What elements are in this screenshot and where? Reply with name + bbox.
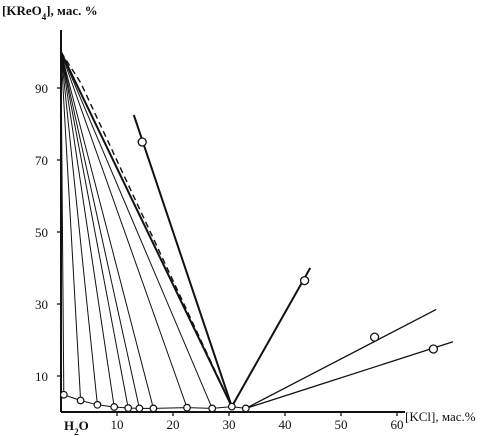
ray-line xyxy=(132,114,233,407)
tie-line xyxy=(60,51,98,405)
tie-line xyxy=(60,51,188,408)
x-axis-label: [KCl], мас.% xyxy=(405,409,476,424)
solubility-point xyxy=(93,400,102,409)
solubility-point xyxy=(76,396,85,405)
chart-labels: 10 20 30 40 50 60 10 30 50 70 90 [KReO4], мас. % [KC… xyxy=(2,3,476,436)
ray-point xyxy=(369,332,380,342)
heavy-tie-line xyxy=(60,51,233,408)
tie-line xyxy=(60,51,82,401)
y-axis-label: [KReO4], мас. % xyxy=(2,3,98,22)
y-tick-label: 10 xyxy=(35,369,48,384)
y-tick-label: 30 xyxy=(35,297,48,312)
chart-axes xyxy=(57,30,405,416)
x-tick-label: 20 xyxy=(167,417,180,432)
tie-line xyxy=(60,51,154,409)
tie-line xyxy=(60,51,140,409)
ray-line xyxy=(230,267,312,408)
tie-line xyxy=(60,51,115,408)
chart-lines xyxy=(60,51,454,410)
tie-line xyxy=(60,51,129,409)
solubility-point xyxy=(110,403,119,411)
solubility-point xyxy=(208,404,217,413)
ray-point xyxy=(428,344,439,354)
ray-point xyxy=(299,275,310,286)
ray-line xyxy=(245,341,454,410)
solubility-point xyxy=(59,390,68,399)
dashed-tie-line xyxy=(60,51,233,407)
x-tick-label: 40 xyxy=(279,417,292,432)
solubility-point xyxy=(183,403,191,412)
ray-point xyxy=(137,137,147,147)
origin-label: H2O xyxy=(64,418,89,436)
x-tick-label: 60 xyxy=(391,417,404,432)
x-tick-label: 30 xyxy=(223,417,236,432)
y-tick-label: 70 xyxy=(35,153,48,168)
x-tick-label: 50 xyxy=(335,417,348,432)
x-tick-label: 10 xyxy=(111,417,124,432)
solubility-point xyxy=(241,404,250,413)
chart-points xyxy=(59,137,439,413)
solubility-point xyxy=(149,404,158,413)
solubility-point xyxy=(227,402,236,411)
y-tick-label: 90 xyxy=(35,81,48,96)
solubility-point xyxy=(124,404,133,412)
y-tick-label: 50 xyxy=(35,225,48,240)
solubility-point xyxy=(135,404,144,413)
ray-line xyxy=(245,308,437,409)
tie-line xyxy=(60,51,213,409)
